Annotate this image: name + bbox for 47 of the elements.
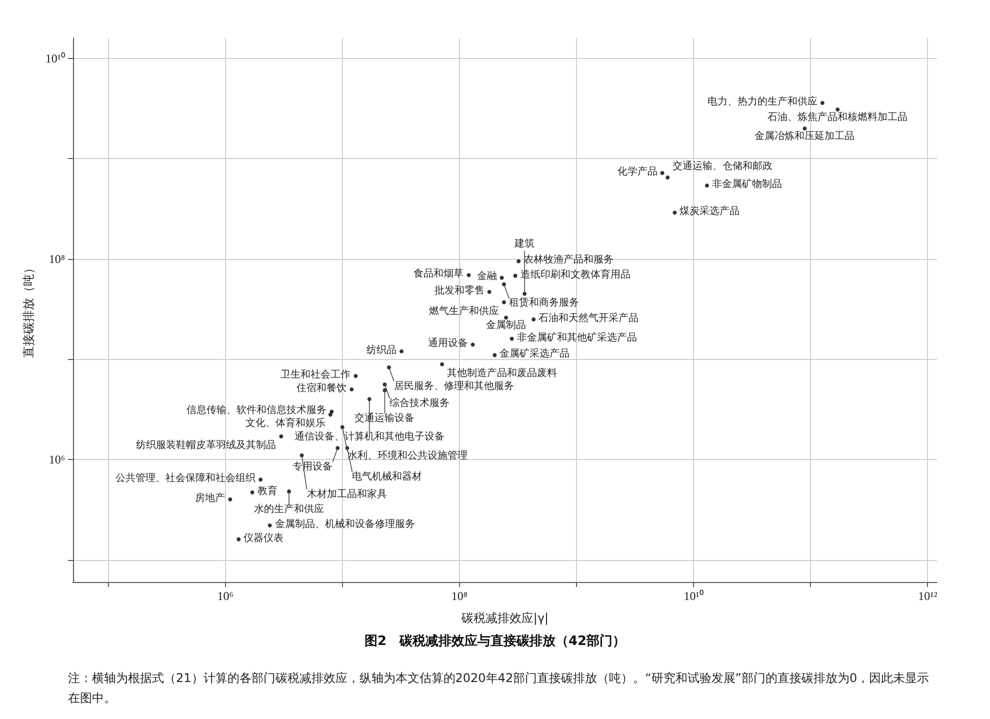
x-axis-title: 碳税减排效应|γ| xyxy=(460,611,549,625)
annotation: 金属制品 xyxy=(486,319,526,332)
x-tick-label: 10⁸ xyxy=(451,589,468,603)
annotation: 建筑 xyxy=(514,237,535,250)
annotation: 木材加工品和家具 xyxy=(306,488,387,500)
annotation: 仪器仪表 xyxy=(244,532,284,544)
text: 图2 碳税减排效应与直接碳排放（42部门） xyxy=(364,633,626,649)
annotation: 石油和天然气开采产品 xyxy=(538,312,639,324)
annotation: 非金属矿物制品 xyxy=(712,178,782,190)
annotation: 纺织品 xyxy=(366,344,397,356)
x-tick-label: 10¹² xyxy=(918,589,938,603)
annotation: 租赁和商务服务 xyxy=(508,296,579,309)
annotation: 水的生产和供应 xyxy=(254,502,324,515)
annotation: 非金属矿和其他矿采选产品 xyxy=(516,331,637,344)
annotation: 金属冶炼和压延加工品 xyxy=(754,130,855,142)
annotation: 石油、炼焦产品和核燃料加工品 xyxy=(768,110,908,123)
y-axis-title: 直接碳排放（吨） xyxy=(22,262,36,358)
annotation: 卫生和社会工作 xyxy=(280,368,351,381)
x-tick-label: 10¹⁰ xyxy=(684,589,704,603)
annotation: 信息传输、软件和信息技术服务 xyxy=(186,404,327,416)
annotation: 金属制品、机械和设备修理服务 xyxy=(274,518,415,530)
annotation: 房地产 xyxy=(195,492,226,504)
annotation: 批发和零售 xyxy=(434,284,484,296)
annotation: 金属矿采选产品 xyxy=(500,348,570,360)
annotation: 煤炭采选产品 xyxy=(680,205,740,218)
text: 注：横轴为根据式（21）计算的各部门碳税减排效应，纵轴为本文估算的2020年42部门直接碳排放（吨）。“研究和试验发展”部门的直接碳排放为0，因此未显示在图中。 xyxy=(68,671,930,705)
y-tick-label: 10⁶ xyxy=(48,452,65,466)
annotation: 住宿和餐饮 xyxy=(296,382,347,394)
annotation: 燃气生产和供应 xyxy=(428,304,499,317)
annotation: 金融 xyxy=(476,270,497,282)
x-tick-label: 10⁶ xyxy=(217,589,234,603)
y-tick-label: 10¹⁰ xyxy=(45,51,65,66)
annotation: 纺织服装鞋帽皮革羽绒及其制品 xyxy=(136,438,276,451)
annotation: 化学产品 xyxy=(617,166,658,178)
annotation: 交通运输、仓储和邮政 xyxy=(672,160,773,172)
annotation: 其他制造产品和废品废料 xyxy=(447,366,558,379)
annotation: 综合技术服务 xyxy=(390,396,450,409)
annotation: 食品和烟草 xyxy=(414,268,464,280)
annotation: 通用设备 xyxy=(428,337,468,350)
annotation: 公共管理、社会保障和社会组织 xyxy=(116,472,256,484)
annotation: 电气机械和器材 xyxy=(352,470,422,483)
annotation: 居民服务、修理和其他服务 xyxy=(394,380,514,392)
annotation: 教育 xyxy=(257,484,278,497)
annotation: 通信设备、计算机和其他电子设备 xyxy=(294,430,444,443)
annotation: 文化、体育和娱乐 xyxy=(245,417,326,430)
y-tick-label: 10⁸ xyxy=(48,252,65,266)
annotation: 电力、热力的生产和供应 xyxy=(707,95,818,108)
